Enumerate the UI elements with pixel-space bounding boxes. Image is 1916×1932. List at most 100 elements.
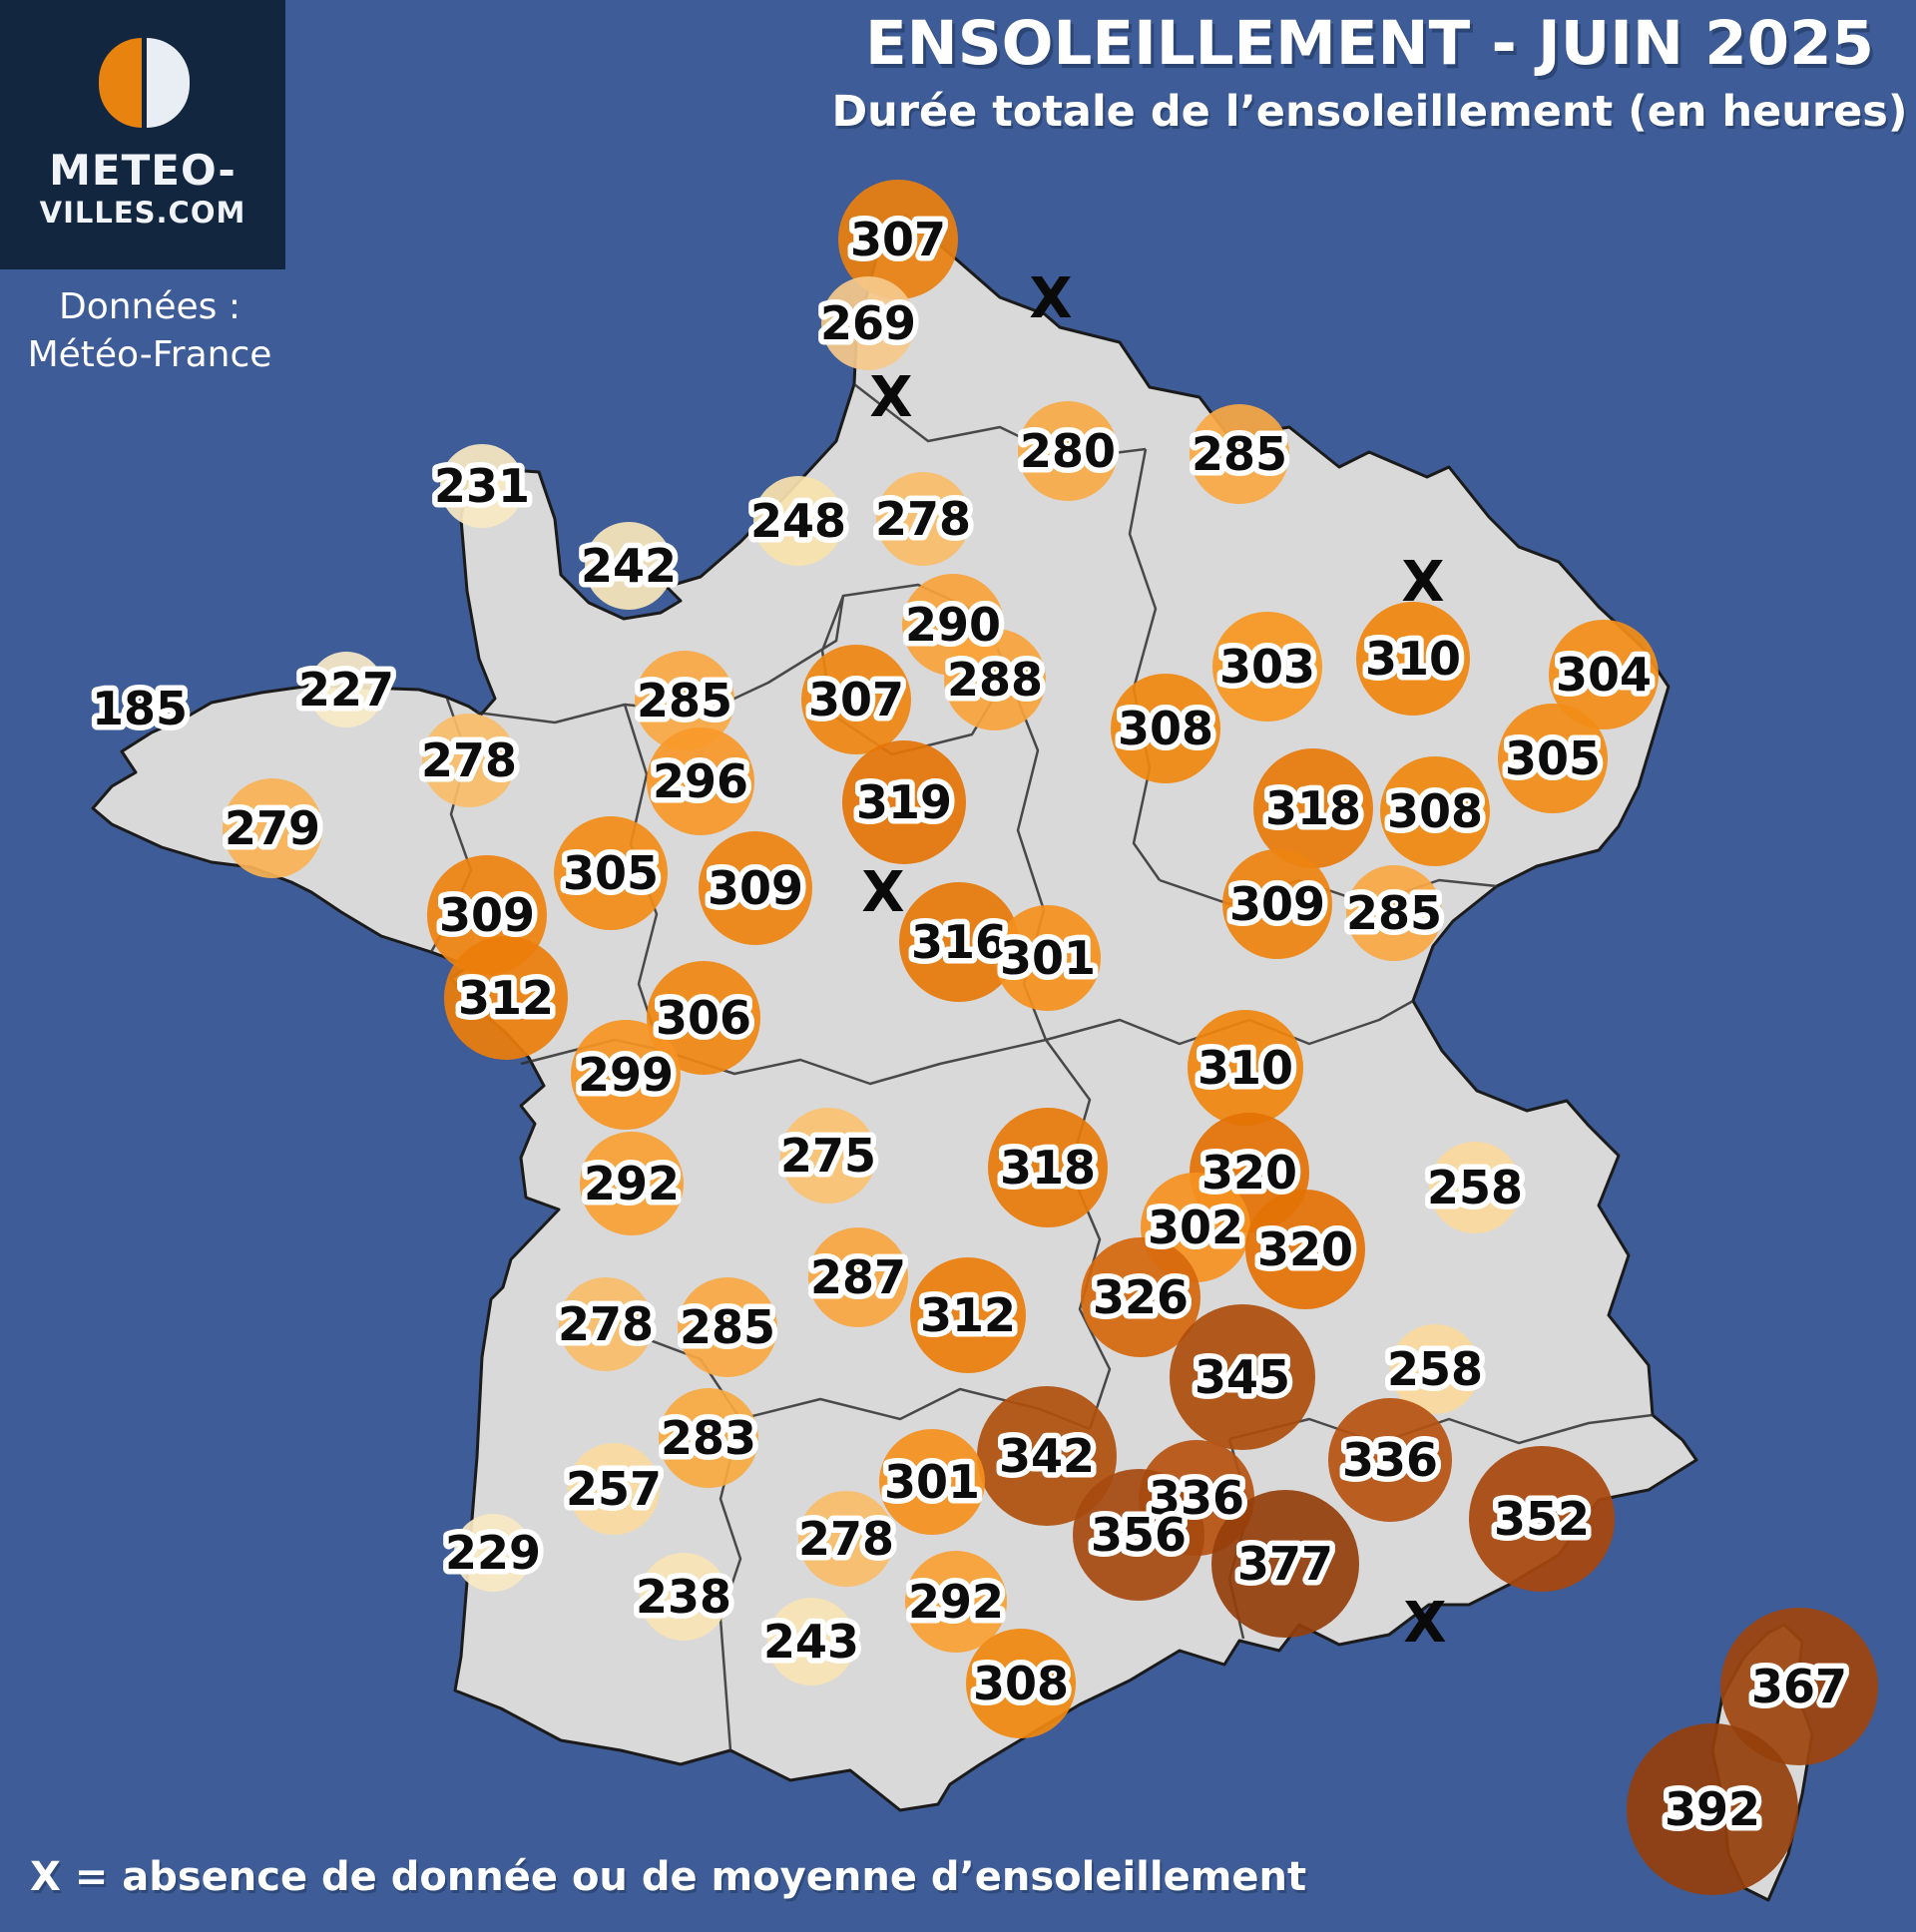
data-value-label: 278	[798, 1512, 894, 1566]
data-value-label: 309	[439, 888, 535, 942]
data-value-label: 305	[1505, 731, 1601, 785]
data-bubble	[1188, 1010, 1303, 1126]
data-value-label: 318	[1265, 781, 1361, 835]
data-value-label: 231	[434, 459, 530, 513]
data-bubble	[879, 1429, 985, 1535]
page-title: ENSOLEILLEMENT - JUIN 2025	[865, 8, 1874, 79]
data-bubble	[808, 1227, 908, 1327]
data-value-label: 326	[1093, 1270, 1189, 1324]
data-value-label: 307	[808, 673, 904, 726]
logo-sun-left-half	[99, 38, 142, 128]
data-value-label: 308	[973, 1657, 1069, 1710]
data-bubble	[659, 1388, 758, 1488]
data-bubble	[223, 778, 322, 878]
data-bubble	[1018, 401, 1118, 501]
data-source-line2: Météo-France	[27, 334, 272, 375]
data-value-label: 258	[1387, 1342, 1483, 1396]
data-bubble	[554, 816, 668, 930]
data-bubble	[1253, 748, 1373, 868]
data-value-label: 310	[1198, 1041, 1293, 1095]
data-value-label: 229	[445, 1526, 541, 1580]
data-value-label: 290	[905, 598, 1001, 652]
data-value-label: 288	[947, 653, 1043, 707]
data-bubble	[821, 276, 915, 370]
data-value-label: 283	[661, 1411, 756, 1465]
data-bubble	[780, 1108, 876, 1204]
data-value-label: 320	[1201, 1146, 1297, 1200]
data-bubble	[678, 1277, 777, 1377]
data-value-label: 285	[1192, 427, 1287, 481]
data-value-label: 367	[1751, 1660, 1847, 1713]
data-value-label: 285	[637, 674, 732, 727]
data-bubble	[559, 1277, 653, 1371]
data-bubble	[1429, 1142, 1521, 1233]
logo-box: METEO- VILLES.COM	[0, 0, 285, 269]
data-bubble	[1211, 1490, 1359, 1638]
data-bubble	[635, 651, 734, 750]
data-value-label: 308	[1387, 784, 1483, 838]
data-value-label: 278	[875, 492, 971, 546]
data-bubble	[585, 522, 673, 610]
data-bubble	[571, 1020, 681, 1130]
data-value-label: 307	[850, 213, 946, 266]
data-bubble	[905, 1551, 1007, 1653]
data-value-label: 278	[558, 1297, 654, 1351]
data-bubble	[1190, 404, 1289, 504]
data-bubble	[1549, 620, 1659, 729]
logo-sun-right-half	[147, 38, 190, 128]
data-bubble	[647, 961, 760, 1075]
data-value-label: 242	[581, 539, 677, 593]
data-value-label: 312	[920, 1288, 1016, 1342]
data-value-label: 269	[820, 296, 916, 350]
data-bubble	[838, 180, 958, 299]
no-data-x-mark: X	[1401, 550, 1444, 615]
data-bubble	[1380, 756, 1490, 866]
data-bubble	[444, 936, 568, 1060]
data-bubble	[977, 1386, 1117, 1526]
data-bubble	[944, 629, 1046, 730]
data-value-label: 258	[1427, 1161, 1523, 1214]
data-bubble	[1469, 1446, 1615, 1592]
data-bubble	[640, 1553, 727, 1641]
data-bubble	[1222, 849, 1332, 959]
data-value-label: 278	[421, 733, 517, 787]
data-bubble	[1328, 1398, 1452, 1522]
legend-note: X = absence de donnée ou de moyenne d’en…	[30, 1854, 1307, 1900]
data-value-label: 275	[780, 1129, 876, 1183]
data-value-label: 318	[1000, 1141, 1096, 1195]
data-value-label: 320	[1257, 1222, 1353, 1276]
data-bubble	[801, 645, 911, 754]
data-value-label: 303	[1219, 640, 1315, 694]
data-value-label: 238	[636, 1570, 731, 1624]
data-bubble	[422, 714, 516, 807]
data-value-label: 227	[298, 663, 394, 717]
data-bubble	[1356, 602, 1470, 716]
data-value-label: 248	[750, 494, 846, 548]
page-subtitle: Durée totale de l’ensoleillement (en heu…	[831, 87, 1908, 137]
data-bubble	[1111, 674, 1220, 783]
data-value-label: 377	[1237, 1537, 1333, 1591]
data-bubble	[876, 472, 970, 566]
data-value-label: 185	[92, 682, 188, 735]
logo-sun-icon	[99, 38, 190, 128]
data-bubble	[753, 476, 843, 566]
data-value-label: 301	[884, 1455, 980, 1509]
data-bubble	[1346, 865, 1442, 961]
data-value-label: 280	[1020, 424, 1116, 478]
data-value-label: 279	[225, 801, 320, 855]
data-bubble	[842, 740, 966, 864]
logo-title: METEO-	[49, 146, 237, 195]
data-bubble	[308, 652, 384, 727]
data-value-label: 345	[1195, 1350, 1290, 1404]
data-value-label: 336	[1149, 1471, 1244, 1525]
data-value-label: 306	[656, 991, 751, 1045]
data-value-label: 309	[708, 861, 803, 915]
data-value-label: 356	[1091, 1508, 1187, 1562]
data-bubble	[1073, 1469, 1204, 1601]
data-value-label: 292	[584, 1157, 680, 1210]
data-value-label: 305	[563, 846, 659, 900]
no-data-x-mark: X	[1403, 1591, 1446, 1656]
data-bubble	[910, 1257, 1026, 1373]
data-bubble	[966, 1629, 1076, 1738]
